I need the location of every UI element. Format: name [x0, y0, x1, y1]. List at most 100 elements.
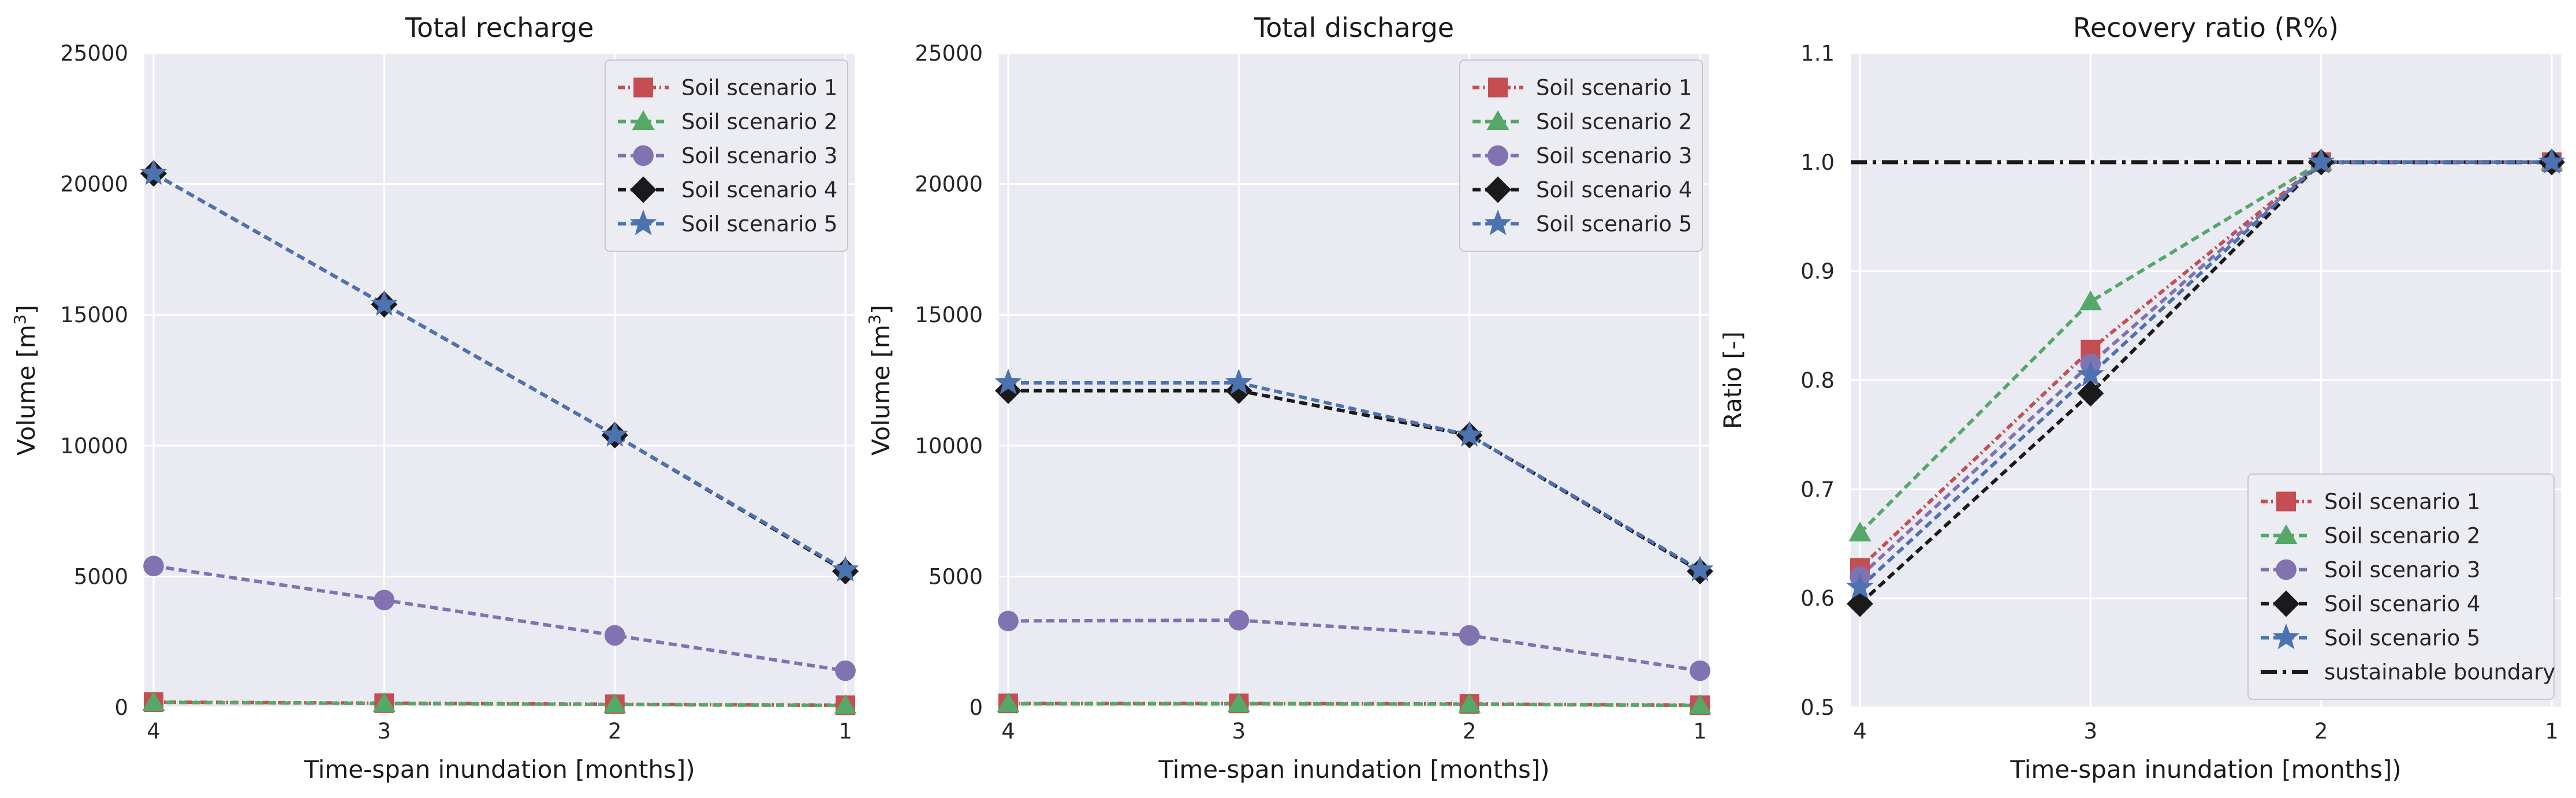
- y-axis-label: Ratio [-]: [1718, 331, 1747, 429]
- legend-marker: [2276, 491, 2296, 512]
- series-line: [153, 564, 846, 673]
- chart-panel-3: 0.5 0.6 0.7 0.8 0.9 1.0 1.1 4 3 2 1 Recovery ratio …: [1718, 12, 2566, 784]
- x-tick-label: 3: [1232, 719, 1246, 744]
- y-axis-label: Volume [m3]: [10, 305, 40, 456]
- x-axis-label: Time-span inundation [months]): [1158, 755, 1549, 784]
- y-tick-label: 0.7: [1800, 477, 1835, 502]
- data-point: [834, 694, 857, 714]
- x-tick-label: 4: [1001, 719, 1015, 744]
- legend-entry: Soil scenario 4: [1536, 178, 1692, 203]
- y-tick-label: 1.1: [1800, 41, 1835, 66]
- data-point: [1227, 692, 1250, 713]
- legend: Soil scenario 1 Soil scenario 2 Soil scena…: [1459, 59, 1703, 252]
- legend-marker: [1485, 176, 1511, 203]
- y-tick-label: 25000: [60, 41, 128, 66]
- chart-title: Recovery ratio (R%): [2073, 12, 2339, 43]
- series-line: [152, 171, 847, 572]
- data-point: [374, 590, 395, 611]
- y-tick-label: 20000: [915, 172, 983, 197]
- legend-entry: Soil scenario 1: [681, 76, 837, 100]
- x-axis-label: Time-span inundation [months]): [303, 755, 695, 784]
- legend-marker: [1488, 77, 1508, 98]
- data-point: [142, 691, 165, 711]
- legend-entry: Soil scenario 5: [2324, 626, 2480, 651]
- legend-entry: Soil scenario 3: [1536, 144, 1692, 169]
- chart-title: Total discharge: [1254, 12, 1454, 43]
- legend-box: [605, 59, 848, 252]
- data-point: [140, 159, 167, 185]
- legend-marker: [2272, 623, 2300, 650]
- data-point: [601, 421, 629, 447]
- data-layer: [1846, 148, 2566, 617]
- data-point: [1456, 421, 1483, 447]
- series-line: [1858, 160, 2552, 578]
- legend-entry: Soil scenario 2: [1536, 110, 1692, 135]
- legend-entry: sustainable boundary: [2324, 660, 2555, 685]
- legend-marker: [2275, 524, 2298, 545]
- x-tick-label: 2: [608, 719, 622, 744]
- data-point: [143, 555, 164, 577]
- data-point: [604, 625, 625, 646]
- series-line: [1008, 618, 1701, 673]
- chart-panel-1: 0 5000 10000 15000 20000 25000 4 3 2 1 Total recha…: [10, 12, 859, 784]
- data-point: [2077, 360, 2104, 386]
- data-point: [1458, 693, 1481, 713]
- y-tick-label: 0: [969, 695, 983, 720]
- legend-entry: Soil scenario 5: [681, 212, 837, 237]
- y-tick-label: 15000: [60, 303, 128, 327]
- data-point: [603, 693, 627, 713]
- data-point: [835, 660, 856, 681]
- data-point: [998, 610, 1019, 632]
- legend-marker: [1486, 110, 1509, 130]
- x-tick-label: 4: [1853, 719, 1867, 744]
- data-point: [832, 555, 859, 581]
- data-point: [1228, 610, 1250, 631]
- data-point: [994, 368, 1022, 394]
- data-point: [2307, 148, 2335, 174]
- data-point: [370, 290, 398, 316]
- legend-marker: [633, 77, 653, 98]
- legend-entry: Soil scenario 3: [681, 144, 837, 169]
- series-line: [1858, 160, 2552, 569]
- data-point: [1690, 660, 1710, 681]
- series-line: [1858, 160, 2552, 589]
- x-tick-label: 2: [1463, 719, 1477, 744]
- legend-entry: Soil scenario 2: [681, 110, 837, 135]
- data-point: [997, 692, 1020, 713]
- x-tick-label: 4: [147, 719, 161, 744]
- series-line: [1858, 160, 2552, 535]
- legend-entry: Soil scenario 4: [681, 178, 837, 203]
- data-point: [2538, 148, 2566, 174]
- y-tick-label: 1.0: [1800, 150, 1835, 175]
- x-tick-label: 1: [838, 719, 852, 744]
- x-axis-label: Time-span inundation [months]): [2010, 755, 2401, 784]
- x-tick-label: 3: [378, 719, 392, 744]
- data-point: [1686, 555, 1714, 581]
- series-line: [1008, 702, 1701, 707]
- data-point: [1688, 694, 1712, 714]
- data-point: [2077, 380, 2104, 407]
- data-point: [1846, 573, 1874, 599]
- data-layer: [140, 159, 859, 715]
- series-line: [1008, 381, 1701, 572]
- y-tick-label: 5000: [74, 564, 128, 589]
- chart-title: Total recharge: [405, 12, 594, 43]
- x-tick-label: 1: [1693, 719, 1707, 744]
- y-tick-label: 0.6: [1800, 586, 1835, 611]
- legend-box: [2247, 473, 2555, 700]
- legend-marker: [1484, 209, 1512, 236]
- legend: Soil scenario 1 Soil scenario 2 Soil scena…: [2247, 473, 2555, 700]
- chart-panel-2: 0 5000 10000 15000 20000 25000 4 3 2 1 Total disch…: [865, 12, 1714, 784]
- legend-marker: [2276, 559, 2297, 580]
- legend-box: [1459, 59, 1703, 252]
- y-tick-label: 0.9: [1800, 259, 1835, 284]
- y-tick-label: 5000: [929, 564, 983, 589]
- data-point: [1225, 368, 1252, 394]
- x-tick-label: 1: [2545, 719, 2559, 744]
- data-point: [1225, 377, 1252, 404]
- legend: Soil scenario 1 Soil scenario 2 Soil scena…: [605, 59, 848, 252]
- legend-entry: Soil scenario 5: [1536, 212, 1692, 237]
- legend-entry: Soil scenario 1: [1536, 76, 1692, 100]
- legend-entry: Soil scenario 2: [2324, 524, 2480, 549]
- x-tick-label: 2: [2314, 719, 2328, 744]
